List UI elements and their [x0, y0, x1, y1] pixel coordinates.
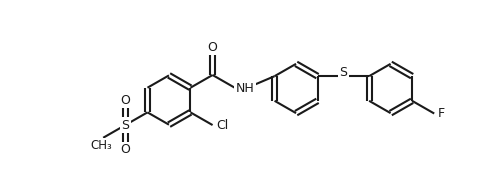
Text: O: O: [121, 94, 130, 107]
Text: S: S: [122, 119, 129, 132]
Text: O: O: [208, 41, 218, 54]
Text: F: F: [438, 107, 445, 120]
Text: S: S: [339, 66, 347, 79]
Text: CH₃: CH₃: [91, 139, 113, 152]
Text: O: O: [121, 143, 130, 156]
Text: Cl: Cl: [216, 119, 229, 132]
Text: NH: NH: [236, 82, 254, 95]
